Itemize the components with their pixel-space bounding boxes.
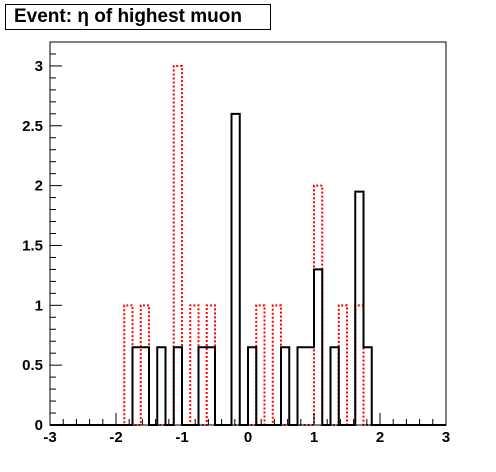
histogram-bin-bar: [133, 347, 141, 425]
histogram-bin-bar: [281, 347, 289, 425]
histogram-bin-bar: [174, 347, 182, 425]
y-axis-ticks: 0 0.5 1 1.5 2 2.5 3: [22, 41, 62, 434]
x-axis-ticks: -3 -2 -1 0 1 2 3: [43, 413, 450, 446]
histogram-bin-bar: [314, 269, 322, 425]
histogram-bin-bar: [314, 186, 322, 425]
histogram-bin-bar: [207, 347, 215, 425]
histogram-series-layer: [50, 64, 446, 426]
histogram-bin-bar: [157, 347, 165, 425]
histogram-bin-bar: [232, 114, 240, 425]
histogram-series-0: [50, 112, 446, 426]
y-tick-label: 3: [35, 58, 43, 75]
x-tick-label: -3: [43, 429, 56, 446]
histogram-bin-bar: [256, 305, 264, 425]
chart-title: Event: η of highest muon: [5, 4, 271, 30]
y-tick-label: 2: [35, 178, 43, 195]
histogram-bin-bar: [355, 305, 363, 425]
x-tick-label: 0: [244, 429, 252, 446]
y-tick-label: 0: [35, 417, 43, 434]
y-tick-label: 2.5: [22, 118, 43, 135]
histogram-bin-bar: [355, 192, 363, 425]
histogram-bin-bar: [339, 305, 347, 425]
histogram-bin-bar: [298, 347, 306, 425]
histogram-outline-0: [50, 112, 446, 426]
y-tick-label: 1.5: [22, 237, 43, 254]
y-tick-label: 0.5: [22, 357, 43, 374]
histogram-bin-bar: [124, 305, 132, 425]
histogram-bin-bar: [207, 305, 215, 425]
histogram-bin-bar: [141, 305, 149, 425]
histogram-bin-bar: [199, 347, 207, 425]
y-tick-label: 1: [35, 297, 43, 314]
histogram-bin-bar: [141, 347, 149, 425]
x-tick-label: 2: [376, 429, 384, 446]
histogram-bin-bar: [190, 305, 198, 425]
histogram-bin-bar: [306, 347, 314, 425]
x-tick-label: -2: [109, 429, 122, 446]
x-tick-label: 1: [310, 429, 318, 446]
histogram-bin-bar: [273, 305, 281, 425]
histogram-bin-bar: [364, 347, 372, 425]
x-tick-label: 3: [442, 429, 450, 446]
histogram-bin-bar: [248, 347, 256, 425]
histogram-bin-bar: [174, 66, 182, 425]
histogram-bin-bar: [331, 347, 339, 425]
x-tick-label: -1: [175, 429, 188, 446]
